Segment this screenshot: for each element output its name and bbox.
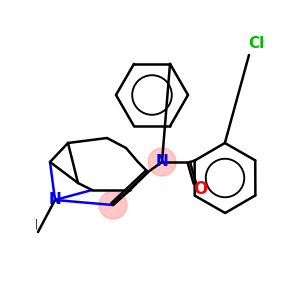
Text: O: O xyxy=(193,180,207,198)
Text: N: N xyxy=(156,154,168,169)
Text: |: | xyxy=(34,219,38,229)
Circle shape xyxy=(148,148,176,176)
Circle shape xyxy=(99,191,127,219)
Text: N: N xyxy=(49,193,62,208)
Text: Cl: Cl xyxy=(248,37,264,52)
